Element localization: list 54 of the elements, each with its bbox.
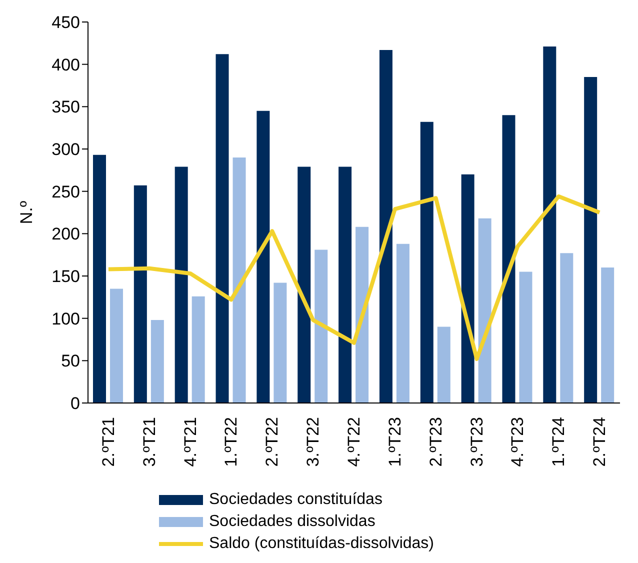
bar [110,288,123,403]
bar [502,115,516,403]
x-tick-label: 1.ºT24 [549,417,568,467]
bar [437,326,450,403]
bar [338,166,352,403]
bar [232,157,246,403]
bar [356,226,369,403]
x-tick-label: 1.ºT23 [385,417,404,467]
x-tick-label: 2.ºT22 [262,417,282,467]
x-tick-label: 2.ºT24 [590,417,610,467]
x-tick-label: 4.ºT21 [180,417,200,467]
y-tick-label: 300 [52,140,80,160]
y-tick-label: 0 [70,394,80,414]
y-tick-label: 400 [52,55,80,74]
bar [396,244,410,403]
bar [560,253,574,403]
legend-label: Saldo (constituídas-dissolvidas) [209,535,434,553]
bar [93,154,106,403]
bar [216,54,229,403]
bar [601,268,614,403]
y-tick-label: 350 [52,98,80,117]
y-tick-label: 250 [52,182,80,202]
y-tick-label: 150 [52,267,80,286]
x-tick-label: 3.ºT22 [304,417,323,467]
bar [192,296,205,403]
line-series [106,194,602,361]
bar [584,77,598,403]
x-tick-label: 4.ºT23 [508,417,528,467]
bar [174,166,188,403]
y-axis-title: N.º [17,200,36,224]
bar [379,50,392,403]
y-tick-label: 50 [61,352,80,371]
legend-label: Sociedades dissolvidas [209,513,376,531]
x-tick-label: 4.ºT22 [344,417,364,467]
x-tick-label: 2.ºT23 [426,417,446,467]
x-tick-label: 2.ºT21 [98,417,118,467]
bar [256,110,270,403]
bar [478,218,492,403]
legend-label: Sociedades constituídas [209,491,382,509]
bar [420,122,434,403]
bar [314,250,328,403]
bar [298,166,311,403]
bar [519,272,532,403]
bar [134,185,147,403]
x-tick-label: 3.ºT23 [467,417,486,467]
bar [150,320,164,403]
bar [274,282,287,403]
bar [543,46,556,403]
y-tick-label: 450 [52,13,80,32]
bar [461,174,474,403]
x-tick-label: 1.ºT22 [222,417,241,467]
x-tick-label: 3.ºT21 [140,417,159,467]
y-tick-label: 100 [52,309,80,328]
y-tick-label: 200 [52,224,80,244]
